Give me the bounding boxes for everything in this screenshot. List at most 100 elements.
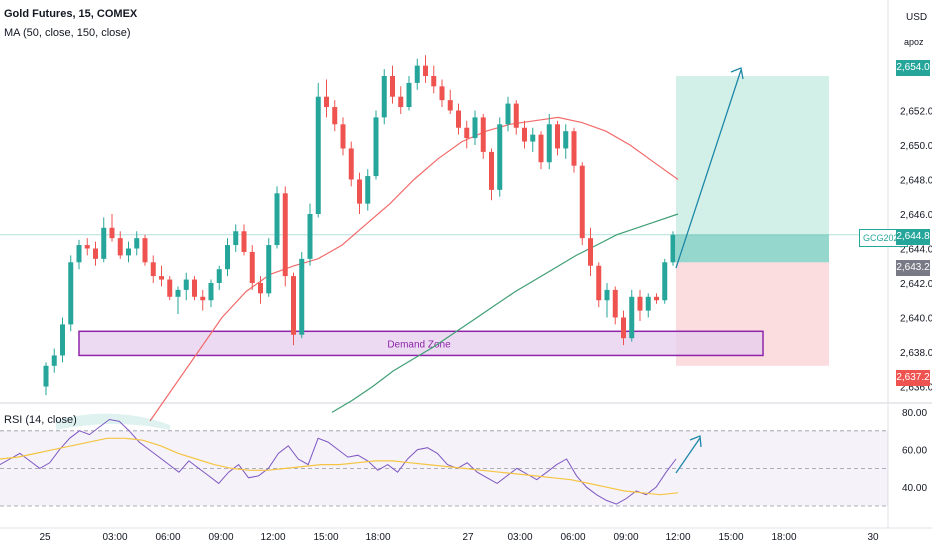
candle-body xyxy=(183,279,189,290)
rsi-overbought-fill xyxy=(56,413,170,430)
candle-body xyxy=(175,289,181,297)
candle-body xyxy=(447,100,453,111)
candle-body xyxy=(291,276,296,335)
candle-body xyxy=(464,127,470,139)
candle-body xyxy=(241,231,247,252)
candle-body xyxy=(398,96,404,108)
rsi-tick-label: 40.00 xyxy=(902,483,927,494)
candle-body xyxy=(579,165,585,239)
candle-body xyxy=(258,283,263,294)
price-tick-label: 2,638.0 xyxy=(900,348,932,359)
candle-body xyxy=(307,214,313,259)
time-tick-label: 09:00 xyxy=(208,532,233,543)
candle-body xyxy=(233,231,239,246)
candle-body xyxy=(654,296,659,301)
scale-mode-button[interactable]: apoz xyxy=(904,37,924,47)
demand-zone xyxy=(78,330,764,357)
time-tick-label: 06:00 xyxy=(560,532,585,543)
candle-body xyxy=(588,238,593,266)
candle-body xyxy=(357,179,362,204)
target-arrow-line xyxy=(675,69,742,269)
candle-body xyxy=(324,96,329,108)
candle-body xyxy=(431,76,437,87)
profit-zone xyxy=(676,76,829,263)
ma150-line xyxy=(331,213,679,413)
candle-body xyxy=(530,134,536,142)
entry-price-tag: 2,643.2 xyxy=(896,260,930,276)
candle-body xyxy=(373,117,379,177)
currency-label[interactable]: USD xyxy=(906,12,928,23)
candle-body xyxy=(200,296,206,301)
price-tick-label: 2,642.0 xyxy=(900,279,932,290)
candle-body xyxy=(505,103,511,125)
candle-body xyxy=(546,124,552,163)
candle-body xyxy=(299,258,305,335)
time-tick-label: 18:00 xyxy=(365,532,390,543)
last-price-tag: 2,644.8 xyxy=(896,229,930,245)
candle-body xyxy=(266,245,272,294)
candle-body xyxy=(142,238,148,263)
candle-body xyxy=(381,76,387,118)
time-tick-label: 18:00 xyxy=(771,532,796,543)
candle-body xyxy=(192,279,197,297)
candle-body xyxy=(117,238,123,256)
price-tick-label: 2,644.0 xyxy=(900,245,932,256)
demand-zone-label: Demand Zone xyxy=(387,339,451,350)
candle-body xyxy=(93,248,98,259)
stop-price-tag: 2,637.2 xyxy=(896,370,930,386)
time-tick-label: 15:00 xyxy=(718,532,743,543)
rsi-tick-label: 80.00 xyxy=(902,408,927,419)
target-arrow-head xyxy=(730,67,744,80)
candle-body xyxy=(571,131,577,166)
candle-body xyxy=(43,365,49,387)
rsi-legend: RSI (14, close) xyxy=(4,414,77,426)
candle-body xyxy=(670,234,676,263)
price-tick-label: 2,650.0 xyxy=(900,141,932,152)
time-tick-label: 12:00 xyxy=(665,532,690,543)
candle-body xyxy=(563,131,569,149)
time-tick-label: 09:00 xyxy=(613,532,638,543)
time-tick-label: 03:00 xyxy=(507,532,532,543)
time-tick-label: 12:00 xyxy=(260,532,285,543)
ma-legend: MA (50, close, 150, close) xyxy=(4,27,131,39)
candle-body xyxy=(167,279,173,297)
candle-body xyxy=(538,134,544,163)
rsi-arrow-head xyxy=(689,435,702,448)
candle-body xyxy=(332,107,338,125)
candle-body xyxy=(101,227,107,259)
candle-body xyxy=(134,238,140,249)
symbol-legend: Gold Futures, 15, COMEX xyxy=(4,8,138,20)
candle-body xyxy=(282,193,288,277)
candle-body xyxy=(225,245,230,270)
candle-body xyxy=(497,124,503,190)
price-tick-label: 2,646.0 xyxy=(900,210,932,221)
candle-body xyxy=(406,82,412,108)
candle-body xyxy=(84,245,90,249)
candle-body xyxy=(68,262,74,325)
candle-body xyxy=(513,103,519,128)
candle-body xyxy=(456,110,461,128)
price-tick-label: 2,636.0 xyxy=(900,383,932,394)
candle-body xyxy=(645,296,651,311)
candle-body xyxy=(340,124,346,149)
candle-body xyxy=(51,355,57,366)
price-tick-label: 2,640.0 xyxy=(900,314,932,325)
candle-body xyxy=(423,65,428,76)
candle-body xyxy=(522,127,527,142)
price-tick-label: 2,652.0 xyxy=(900,107,932,118)
time-tick-label: 25 xyxy=(39,532,51,543)
candle-body xyxy=(489,151,494,190)
target-price-tag: 2,654.0 xyxy=(896,60,930,76)
rsi-line xyxy=(0,418,677,505)
candle-body xyxy=(348,148,354,180)
candle-body xyxy=(365,176,371,204)
candle-body xyxy=(150,262,156,277)
candle-body xyxy=(414,65,420,83)
open-pnl-zone xyxy=(676,234,829,263)
time-tick-label: 06:00 xyxy=(155,532,180,543)
candle-body xyxy=(604,289,610,301)
candle-body xyxy=(60,324,65,356)
time-tick-label: 15:00 xyxy=(313,532,338,543)
candle-body xyxy=(480,117,486,152)
